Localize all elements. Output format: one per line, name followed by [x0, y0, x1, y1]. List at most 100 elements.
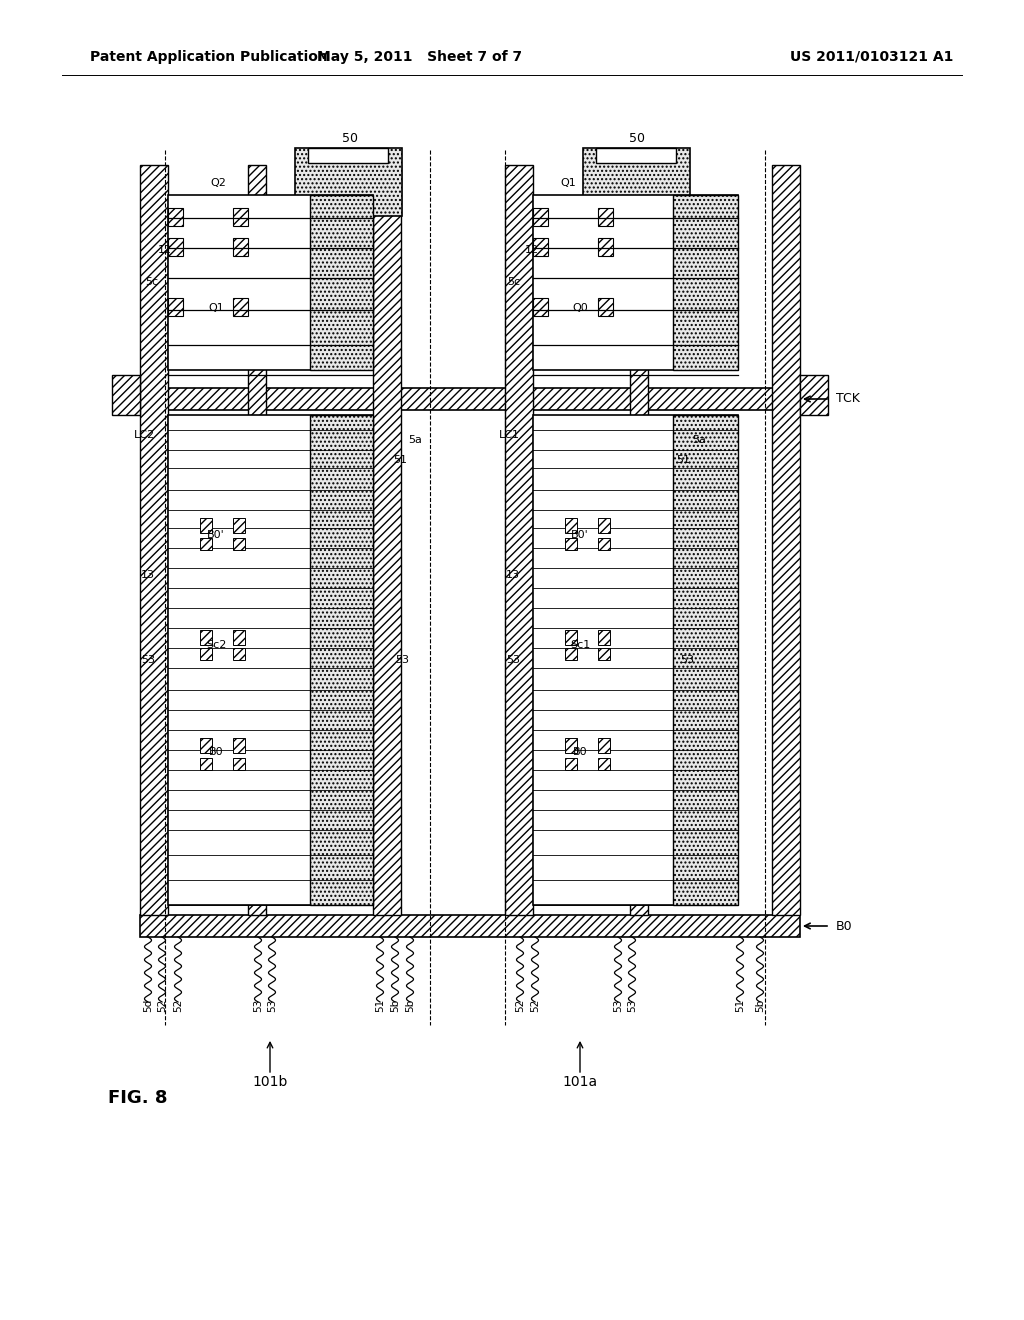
Text: 53: 53 [613, 998, 623, 1011]
Bar [168, 195, 373, 370]
Bar [308, 148, 388, 162]
Bar [233, 648, 245, 660]
Text: 53: 53 [395, 655, 409, 665]
Bar [598, 758, 610, 770]
Bar [534, 209, 548, 226]
Bar [200, 517, 212, 533]
Bar [200, 539, 212, 550]
Bar [673, 195, 738, 370]
Bar [598, 738, 610, 752]
Bar [310, 195, 373, 370]
Bar [200, 758, 212, 770]
Text: B0': B0' [207, 531, 225, 540]
Text: 12: 12 [525, 246, 539, 255]
Bar [598, 648, 610, 660]
Text: 53: 53 [680, 655, 694, 665]
Bar [598, 539, 610, 550]
Bar [140, 388, 800, 411]
Text: May 5, 2011   Sheet 7 of 7: May 5, 2011 Sheet 7 of 7 [317, 50, 522, 63]
Bar [233, 209, 248, 226]
Text: 53: 53 [253, 998, 263, 1011]
Text: 51: 51 [676, 455, 690, 465]
Text: 52: 52 [530, 998, 540, 1011]
Text: 5a: 5a [692, 436, 706, 445]
Text: 51: 51 [375, 998, 385, 1011]
Text: 52: 52 [515, 998, 525, 1011]
Text: 5c: 5c [144, 277, 158, 286]
Text: B0': B0' [571, 531, 589, 540]
Text: 13: 13 [506, 570, 520, 579]
Text: 12: 12 [158, 246, 172, 255]
Bar [112, 375, 140, 414]
Text: 5d: 5d [143, 998, 153, 1011]
Bar [168, 209, 183, 226]
Text: 52: 52 [157, 998, 167, 1011]
Bar [598, 517, 610, 533]
Text: FIG. 8: FIG. 8 [108, 1089, 168, 1107]
Bar [233, 758, 245, 770]
Bar [233, 738, 245, 752]
Text: B0: B0 [836, 920, 853, 932]
Bar [534, 195, 738, 370]
Text: 5b: 5b [390, 998, 400, 1011]
Bar [233, 238, 248, 256]
Bar [233, 539, 245, 550]
Text: LC2: LC2 [134, 430, 155, 440]
Text: 5b: 5b [406, 998, 415, 1011]
Bar [168, 414, 373, 906]
Text: 5a: 5a [408, 436, 422, 445]
Bar [565, 738, 577, 752]
Bar [772, 165, 800, 915]
Bar [673, 414, 738, 906]
Text: 13: 13 [141, 570, 155, 579]
Bar [168, 238, 183, 256]
Text: Patent Application Publication: Patent Application Publication [90, 50, 328, 63]
Bar [598, 298, 613, 315]
Bar [565, 648, 577, 660]
Bar [598, 238, 613, 256]
Text: B0: B0 [572, 747, 588, 756]
Bar [565, 630, 577, 645]
Text: Q1: Q1 [560, 178, 575, 187]
Bar [598, 630, 610, 645]
Text: 50: 50 [629, 132, 645, 144]
Bar [248, 165, 266, 915]
Bar [565, 758, 577, 770]
Text: 53: 53 [141, 655, 155, 665]
Bar [310, 414, 373, 906]
Bar [534, 238, 548, 256]
Bar [233, 298, 248, 315]
Bar [534, 298, 548, 315]
Text: Q1: Q1 [208, 304, 224, 313]
Bar [373, 165, 401, 915]
Bar [233, 517, 245, 533]
Bar [800, 375, 828, 414]
Bar [200, 648, 212, 660]
Text: 51: 51 [393, 455, 407, 465]
Bar [534, 414, 738, 906]
Text: B0: B0 [209, 747, 223, 756]
Text: 53: 53 [267, 998, 278, 1011]
Bar [630, 165, 648, 915]
Bar [233, 630, 245, 645]
Text: Sc1: Sc1 [570, 640, 590, 649]
Text: US 2011/0103121 A1: US 2011/0103121 A1 [790, 50, 953, 63]
Bar [583, 148, 690, 216]
Text: LC1: LC1 [499, 430, 520, 440]
Text: 50: 50 [342, 132, 358, 144]
Bar [168, 298, 183, 315]
Bar [598, 209, 613, 226]
Bar [140, 915, 800, 937]
Bar [295, 148, 402, 216]
Bar [200, 738, 212, 752]
Text: 51: 51 [735, 998, 745, 1011]
Bar [140, 165, 168, 915]
Text: 5b: 5b [755, 998, 765, 1011]
Text: Q2: Q2 [210, 178, 226, 187]
Bar [200, 630, 212, 645]
Text: Q0: Q0 [572, 304, 588, 313]
Bar [565, 539, 577, 550]
Text: 101a: 101a [562, 1074, 598, 1089]
Text: Sc2: Sc2 [206, 640, 226, 649]
Bar [596, 148, 676, 162]
